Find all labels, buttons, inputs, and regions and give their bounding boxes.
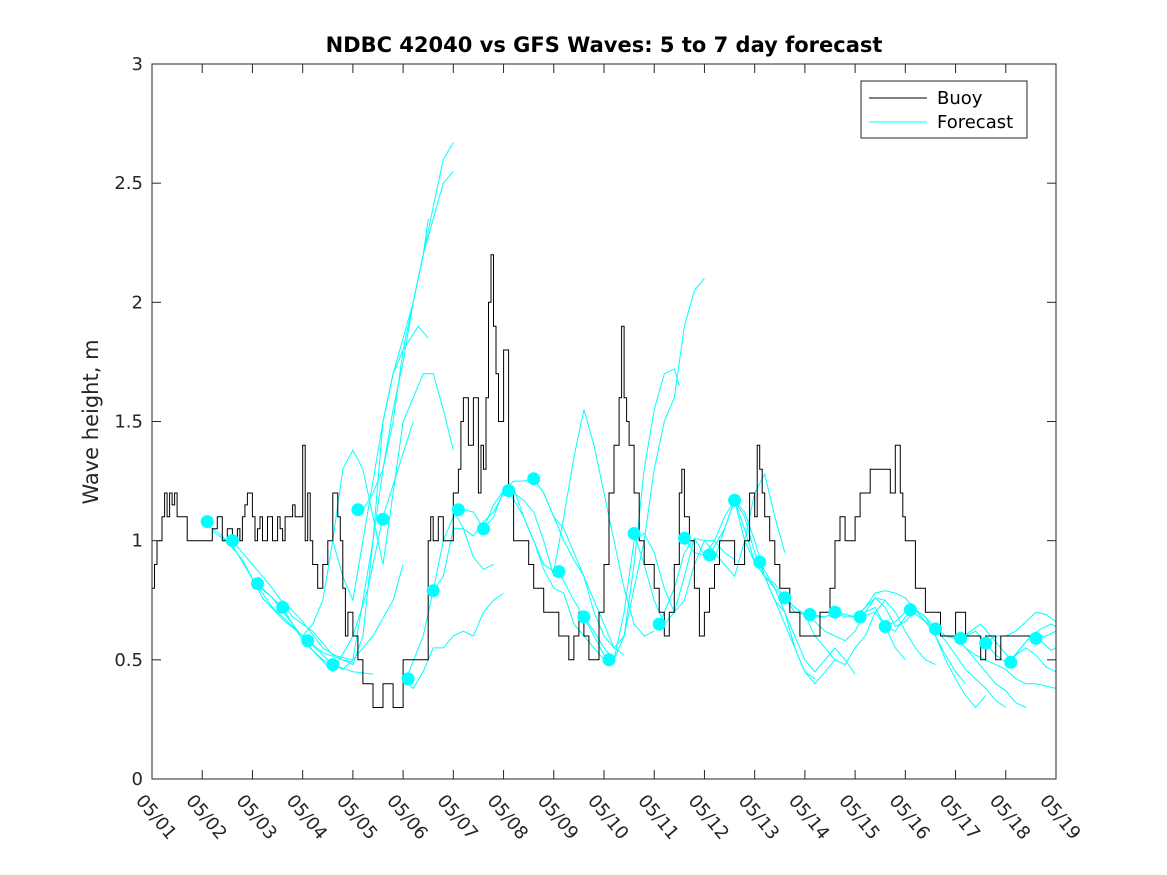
x-tick-label: 05/11 xyxy=(633,791,682,844)
forecast-line-33 xyxy=(985,611,1056,644)
forecast-point xyxy=(677,531,691,545)
x-tick-label: 05/15 xyxy=(834,791,883,844)
forecast-point xyxy=(878,620,892,633)
axes-box xyxy=(151,63,1057,780)
forecast-point xyxy=(351,503,365,517)
forecast-point xyxy=(828,605,842,619)
forecast-point xyxy=(1004,655,1018,669)
forecast-point xyxy=(602,653,616,667)
forecast-point xyxy=(301,634,315,648)
legend: Buoy Forecast xyxy=(860,80,1028,139)
x-tick-label: 05/04 xyxy=(282,791,331,844)
buoy-line xyxy=(152,254,1041,708)
forecast-point xyxy=(778,591,792,605)
legend-forecast-label: Forecast xyxy=(937,112,1013,133)
data-layer xyxy=(152,142,1056,709)
forecast-point xyxy=(929,622,942,636)
x-tick-label: 05/09 xyxy=(533,791,582,844)
y-tick-label: 0 xyxy=(132,769,143,790)
forecast-point xyxy=(200,515,214,529)
x-tick-label: 05/07 xyxy=(433,791,482,844)
forecast-line-11 xyxy=(407,528,494,675)
y-tick-label: 2 xyxy=(132,292,143,313)
forecast-line-2 xyxy=(212,530,374,675)
forecast-line-21 xyxy=(683,499,836,685)
forecast-point xyxy=(853,610,867,624)
y-tick-label: 0.5 xyxy=(114,650,143,671)
x-tick-label: 05/13 xyxy=(734,791,783,844)
forecast-point xyxy=(903,603,917,617)
forecast-line-22 xyxy=(709,498,856,675)
forecast-line-8 xyxy=(332,142,454,603)
forecast-point xyxy=(225,534,239,548)
x-tick-label: 05/16 xyxy=(885,791,934,844)
forecast-line-10 xyxy=(402,592,504,690)
y-tick-label: 1 xyxy=(132,531,143,552)
forecast-point xyxy=(376,512,390,526)
forecast-line-1 xyxy=(201,521,354,663)
forecast-point xyxy=(426,584,440,598)
forecast-line-7 xyxy=(302,373,454,637)
forecast-point xyxy=(979,636,993,650)
x-tick-label: 05/14 xyxy=(784,791,833,844)
chart-title: NDBC 42040 vs GFS Waves: 5 to 7 day fore… xyxy=(326,33,883,57)
forecast-line-15 xyxy=(508,409,655,637)
forecast-point xyxy=(477,522,490,536)
forecast-point xyxy=(451,503,465,517)
x-tick-label: 05/01 xyxy=(131,791,180,844)
forecast-line-3 xyxy=(232,540,404,661)
forecast-point xyxy=(703,548,716,562)
forecast-point xyxy=(552,565,566,579)
x-tick-label: 05/03 xyxy=(232,791,281,844)
plot-area xyxy=(152,142,1056,709)
y-tick-label: 1.5 xyxy=(114,412,143,433)
forecast-line-4 xyxy=(252,421,414,673)
x-tick-label: 05/05 xyxy=(332,791,381,844)
forecast-point xyxy=(954,631,968,645)
forecast-line-23 xyxy=(734,500,886,666)
forecast-line-16 xyxy=(533,368,680,649)
forecast-point xyxy=(652,617,666,631)
forecast-point xyxy=(276,600,290,614)
forecast-point xyxy=(527,472,541,486)
forecast-point xyxy=(1029,631,1043,645)
y-tick-label: 3 xyxy=(132,54,143,75)
x-tick-label: 05/17 xyxy=(935,791,984,844)
forecast-line-14 xyxy=(483,478,625,656)
y-tick-label: 2.5 xyxy=(114,173,143,194)
forecast-point xyxy=(577,610,591,624)
forecast-line-9 xyxy=(362,170,454,510)
forecast-point xyxy=(251,577,264,591)
x-tick-label: 05/06 xyxy=(382,791,431,844)
x-tick-label: 05/12 xyxy=(684,791,733,844)
y-axis-label: Wave height, m xyxy=(79,339,103,504)
forecast-line-20 xyxy=(658,499,816,680)
x-tick-label: 05/18 xyxy=(985,791,1034,844)
x-tick-label: 05/08 xyxy=(483,791,532,844)
forecast-point xyxy=(728,493,742,507)
forecast-line-13 xyxy=(452,487,605,661)
forecast-point xyxy=(502,484,516,498)
forecast-point xyxy=(803,608,817,621)
x-tick-label: 05/19 xyxy=(1035,791,1084,844)
forecast-point xyxy=(326,658,340,672)
legend-buoy-label: Buoy xyxy=(937,88,983,109)
x-tick-label: 05/02 xyxy=(181,791,230,844)
x-tick-label: 05/10 xyxy=(583,791,632,844)
legend-box xyxy=(860,80,1028,139)
forecast-point xyxy=(627,527,641,540)
forecast-point xyxy=(401,672,415,686)
forecast-point xyxy=(753,555,767,569)
